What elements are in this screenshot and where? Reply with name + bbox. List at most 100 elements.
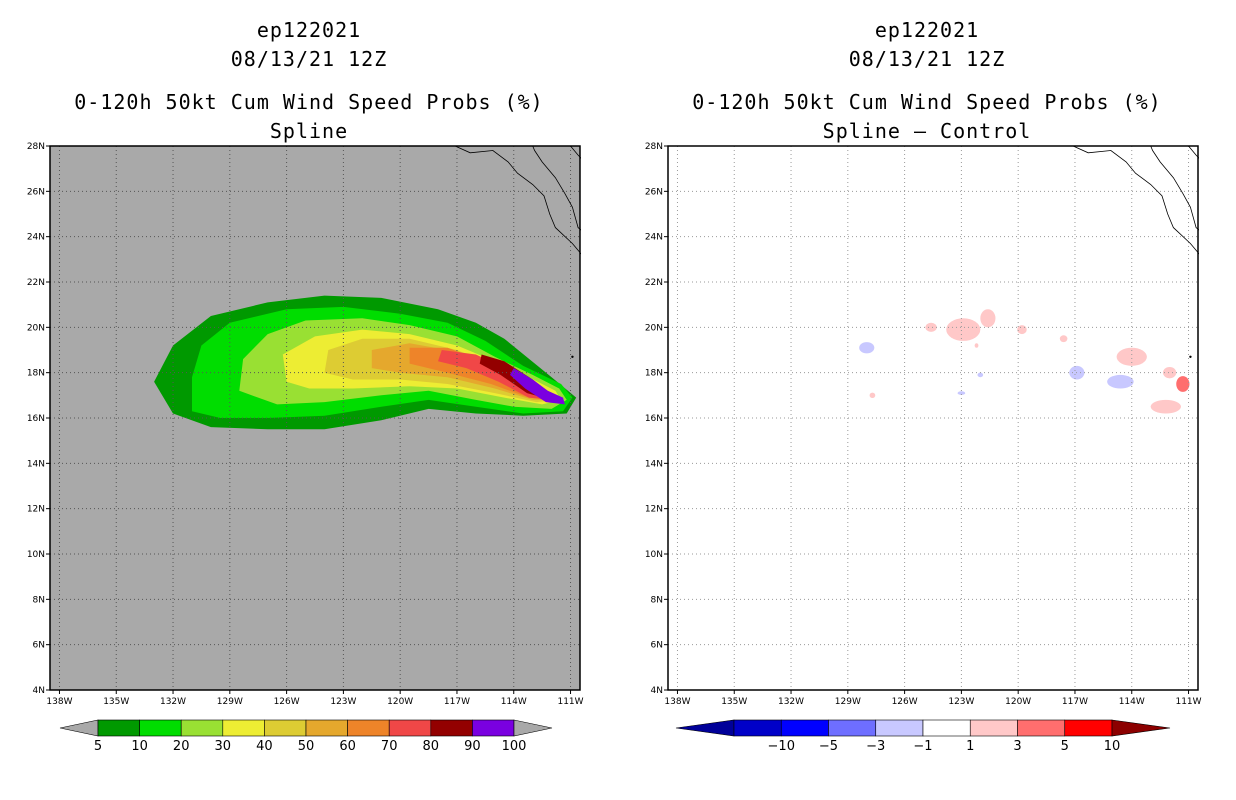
anomaly-blob <box>859 342 875 354</box>
frame-mask <box>581 144 618 692</box>
colorbar-segment <box>1064 719 1113 737</box>
anomaly-blob <box>1059 335 1068 343</box>
y-tick-label: 28N <box>645 142 663 152</box>
colorbar-segment <box>780 719 829 737</box>
y-tick-label: 10N <box>645 550 663 560</box>
frame-mask <box>1199 144 1236 692</box>
colorbar-end-low <box>675 719 735 737</box>
colorbar-segment <box>180 719 224 737</box>
colorbar-end-high <box>1111 719 1171 737</box>
colorbar-end-high <box>513 719 553 737</box>
colorbar-label: 1 <box>966 739 974 754</box>
colorbar-segment <box>828 719 877 737</box>
colorbar-label: 50 <box>298 739 315 754</box>
y-tick-label: 16N <box>27 414 45 424</box>
y-tick-label: 8N <box>651 595 663 605</box>
y-tick-label: 18N <box>27 369 45 379</box>
y-tick-label: 26N <box>27 187 45 197</box>
colorbar-label: 60 <box>339 739 356 754</box>
x-tick-label: 117W <box>444 697 470 707</box>
difference-map: 138W 135W 132W 129W 126W 123W 120W 117W 114W 111W… <box>645 142 1236 754</box>
colorbar-label: −10 <box>768 739 795 754</box>
x-tick-label: 120W <box>1005 697 1031 707</box>
colorbar-label: 90 <box>464 739 481 754</box>
anomaly-blob <box>1176 376 1190 392</box>
chart-title: 0-120h 50kt Cum Wind Speed Probs (%) <box>692 90 1162 114</box>
x-tick-label: 114W <box>501 697 527 707</box>
anomaly-blob <box>925 322 937 332</box>
y-tick-label: 14N <box>27 459 45 469</box>
coastline <box>454 145 592 262</box>
anomaly-blob <box>980 309 996 328</box>
anomaly-blob <box>946 318 981 341</box>
colorbar-segment <box>305 719 348 737</box>
island-marker <box>571 355 574 358</box>
colorbar-label: 5 <box>94 739 102 754</box>
anomaly-blob <box>1116 347 1147 366</box>
colorbar-segment <box>472 719 515 737</box>
anomaly-blob <box>1107 374 1134 389</box>
colorbar-label: 30 <box>215 739 232 754</box>
anomaly-blob <box>869 392 876 399</box>
y-tick-label: 22N <box>645 278 663 288</box>
y-tick-label: 28N <box>27 142 45 152</box>
x-tick-label: 135W <box>721 697 747 707</box>
difference-panel: ep122021 08/13/21 12Z 0-120h 50kt Cum Wi… <box>618 0 1236 800</box>
colorbar-segment <box>875 719 924 737</box>
colorbar-end-low <box>59 719 99 737</box>
colorbar-label: 5 <box>1061 739 1069 754</box>
x-tick-label: 132W <box>160 697 186 707</box>
y-tick-label: 8N <box>33 595 45 605</box>
colorbar-segment <box>1017 719 1066 737</box>
chart-subtitle: Spline – Control <box>822 119 1032 143</box>
storm-id-title: ep122021 <box>256 18 362 42</box>
colorbar-label: 3 <box>1013 739 1021 754</box>
colorbar-segment <box>264 719 307 737</box>
colorbar-label: 80 <box>423 739 440 754</box>
colorbar-label: −3 <box>866 739 885 754</box>
colorbar-segment <box>97 719 140 737</box>
x-tick-label: 126W <box>274 697 300 707</box>
colorbar-label: 20 <box>173 739 190 754</box>
x-tick-label: 132W <box>778 697 804 707</box>
colorbar-segment <box>388 719 432 737</box>
y-tick-label: 6N <box>33 641 45 651</box>
y-tick-label: 24N <box>27 233 45 243</box>
x-tick-label: 123W <box>948 697 974 707</box>
x-tick-label: 117W <box>1062 697 1088 707</box>
colorbar-segment <box>969 719 1018 737</box>
y-tick-label: 22N <box>27 278 45 288</box>
colorbar-segment <box>139 719 182 737</box>
probability-panel: ep122021 08/13/21 12Z 0-120h 50kt Cum Wi… <box>27 18 618 754</box>
y-tick-label: 18N <box>645 369 663 379</box>
x-tick-label: 129W <box>835 697 861 707</box>
colorbar-label: 40 <box>256 739 273 754</box>
colorbar-label: −5 <box>819 739 838 754</box>
y-tick-label: 6N <box>651 641 663 651</box>
x-tick-label: 129W <box>217 697 243 707</box>
y-tick-label: 14N <box>645 459 663 469</box>
y-tick-label: 4N <box>651 686 663 696</box>
y-tick-label: 20N <box>27 323 45 333</box>
colorbar-label: 10 <box>131 739 148 754</box>
y-tick-label: 4N <box>33 686 45 696</box>
x-tick-label: 120W <box>387 697 413 707</box>
x-tick-label: 114W <box>1119 697 1145 707</box>
y-tick-label: 12N <box>645 505 663 515</box>
colorbar-label: −1 <box>913 739 932 754</box>
colorbar-segment <box>347 719 390 737</box>
storm-id-title: ep122021 <box>874 18 980 42</box>
chart-title: 0-120h 50kt Cum Wind Speed Probs (%) <box>74 90 544 114</box>
chart-subtitle: Spline <box>269 119 349 143</box>
x-tick-label: 126W <box>892 697 918 707</box>
colorbar-label: 100 <box>502 739 527 754</box>
anomaly-blob <box>957 391 966 395</box>
island-marker <box>1189 355 1192 358</box>
x-tick-label: 138W <box>46 697 72 707</box>
anomaly-blob <box>1150 399 1181 414</box>
anomaly-blob <box>1162 367 1177 379</box>
coastline <box>1072 145 1210 262</box>
colorbar-label: 10 <box>1104 739 1121 754</box>
anomaly-blob <box>974 343 979 348</box>
x-tick-label: 135W <box>103 697 129 707</box>
